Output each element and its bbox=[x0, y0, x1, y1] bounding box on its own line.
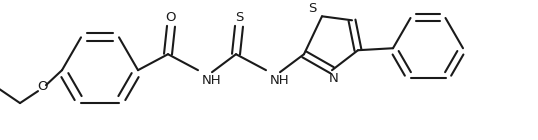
Text: NH: NH bbox=[202, 74, 222, 87]
Text: O: O bbox=[166, 11, 176, 24]
Text: O: O bbox=[37, 80, 47, 93]
Text: S: S bbox=[235, 11, 243, 24]
Text: S: S bbox=[308, 2, 316, 15]
Text: NH: NH bbox=[270, 74, 289, 87]
Text: N: N bbox=[329, 72, 339, 85]
